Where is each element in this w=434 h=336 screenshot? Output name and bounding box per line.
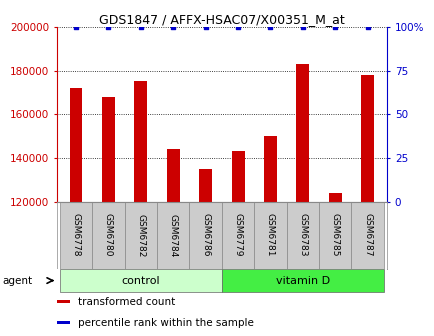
Bar bbox=[231, 151, 244, 202]
Point bbox=[331, 24, 338, 30]
Point bbox=[363, 24, 370, 30]
Text: percentile rank within the sample: percentile rank within the sample bbox=[78, 318, 253, 328]
Bar bbox=[166, 149, 179, 202]
Point bbox=[105, 24, 112, 30]
Text: GSM6786: GSM6786 bbox=[201, 213, 210, 257]
Text: control: control bbox=[121, 276, 160, 286]
FancyBboxPatch shape bbox=[319, 202, 351, 269]
Bar bbox=[328, 193, 341, 202]
Point bbox=[72, 24, 79, 30]
Title: GDS1847 / AFFX-HSAC07/X00351_M_at: GDS1847 / AFFX-HSAC07/X00351_M_at bbox=[99, 13, 344, 26]
FancyBboxPatch shape bbox=[59, 269, 221, 292]
Text: GSM6780: GSM6780 bbox=[104, 213, 113, 257]
Text: GSM6784: GSM6784 bbox=[168, 213, 178, 257]
Text: GSM6782: GSM6782 bbox=[136, 213, 145, 257]
Bar bbox=[56, 321, 70, 325]
Text: transformed count: transformed count bbox=[78, 297, 175, 307]
FancyBboxPatch shape bbox=[351, 202, 383, 269]
Text: agent: agent bbox=[2, 276, 32, 286]
FancyBboxPatch shape bbox=[221, 269, 383, 292]
Bar bbox=[102, 97, 115, 202]
FancyBboxPatch shape bbox=[59, 202, 92, 269]
Point bbox=[299, 24, 306, 30]
FancyBboxPatch shape bbox=[92, 202, 124, 269]
Text: vitamin D: vitamin D bbox=[275, 276, 329, 286]
FancyBboxPatch shape bbox=[124, 202, 157, 269]
FancyBboxPatch shape bbox=[221, 202, 254, 269]
Point bbox=[137, 24, 144, 30]
Bar bbox=[360, 75, 373, 202]
FancyBboxPatch shape bbox=[189, 202, 221, 269]
Text: GSM6783: GSM6783 bbox=[298, 213, 307, 257]
Text: GSM6779: GSM6779 bbox=[233, 213, 242, 257]
Point bbox=[266, 24, 273, 30]
FancyBboxPatch shape bbox=[254, 202, 286, 269]
FancyBboxPatch shape bbox=[286, 202, 319, 269]
Bar bbox=[69, 88, 82, 202]
Bar bbox=[134, 81, 147, 202]
Bar bbox=[263, 136, 276, 202]
Text: GSM6785: GSM6785 bbox=[330, 213, 339, 257]
FancyBboxPatch shape bbox=[157, 202, 189, 269]
Point bbox=[202, 24, 209, 30]
Text: GSM6787: GSM6787 bbox=[362, 213, 372, 257]
Text: GSM6781: GSM6781 bbox=[265, 213, 274, 257]
Point bbox=[169, 24, 176, 30]
Bar bbox=[296, 64, 309, 202]
Bar bbox=[199, 169, 212, 202]
Text: GSM6778: GSM6778 bbox=[71, 213, 80, 257]
Point bbox=[234, 24, 241, 30]
Bar bbox=[56, 300, 70, 303]
